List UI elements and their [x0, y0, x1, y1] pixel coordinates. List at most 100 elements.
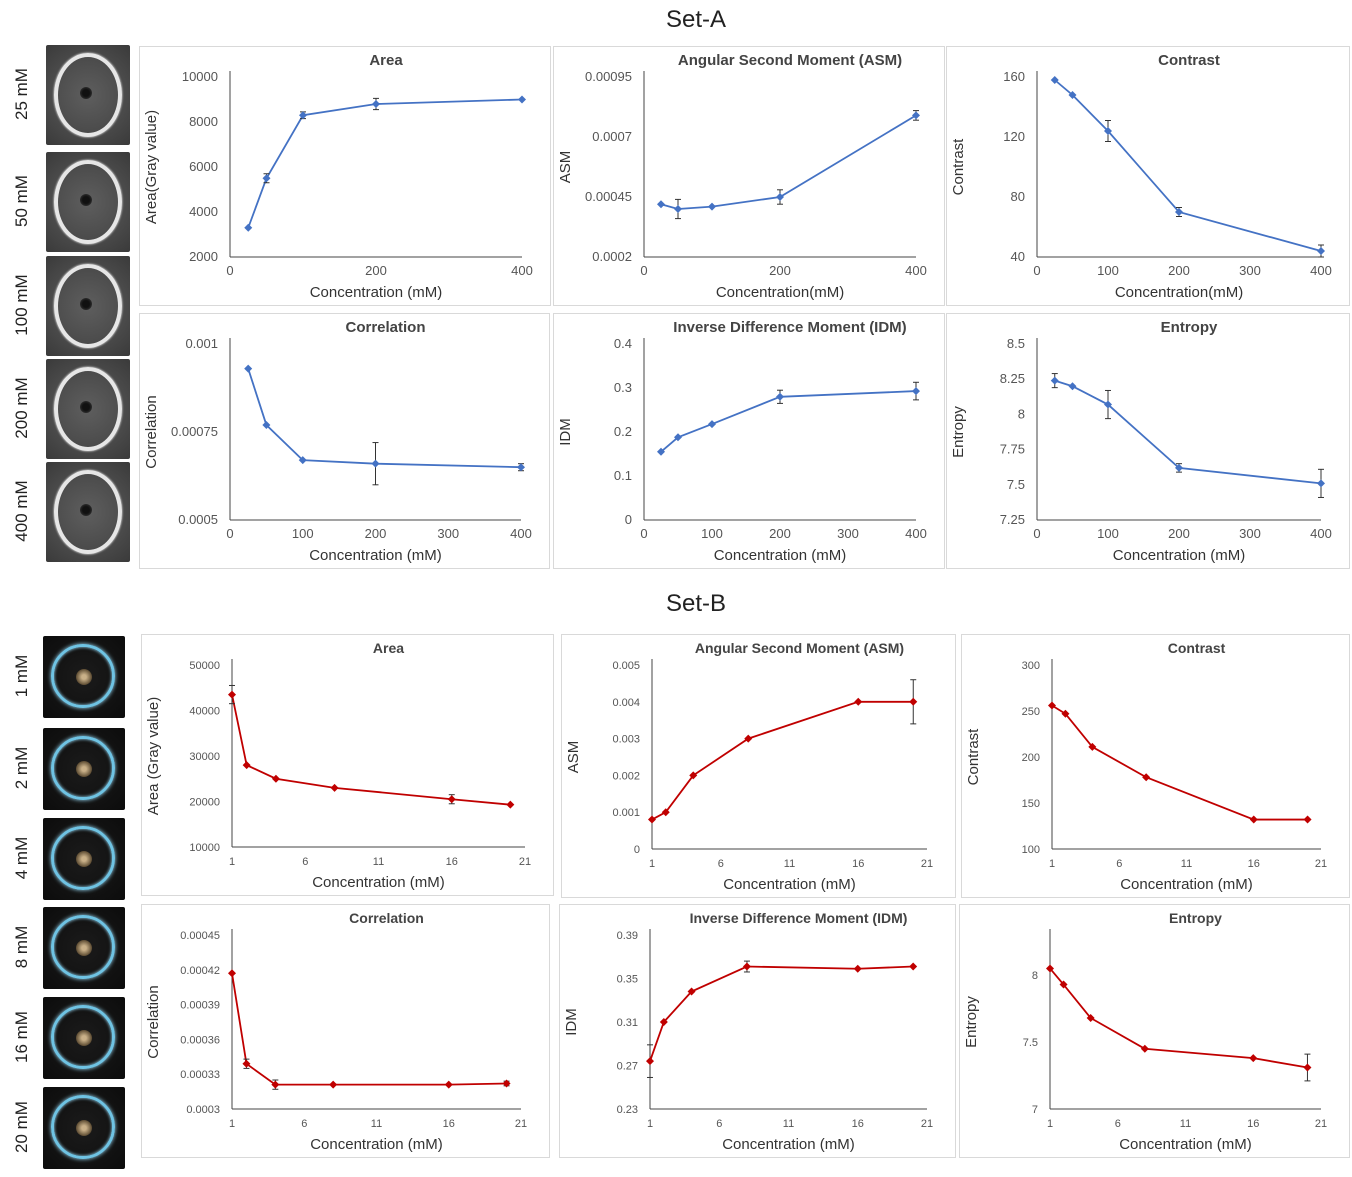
y-tick-label: 0.00095 [585, 69, 632, 84]
y-tick-label: 30000 [189, 751, 220, 763]
data-point [242, 1059, 251, 1068]
chart-svg: Inverse Difference Moment (IDM) 0 100 200 30… [557, 319, 927, 564]
data-point [1317, 247, 1325, 255]
x-tick-label: 400 [511, 263, 533, 278]
data-point [371, 459, 380, 468]
y-tick-label: 0.2 [614, 424, 632, 439]
chart-svg: Contrast 0 100 200 300 400 40 80 120 160 Concentra… [950, 52, 1332, 301]
y-axis-label: Correlation [145, 985, 162, 1058]
x-tick-label: 6 [301, 1118, 307, 1130]
y-axis-label: ASM [565, 741, 582, 774]
data-point [447, 795, 456, 804]
data-point [1303, 815, 1312, 824]
concentration-label: 4 mM [12, 836, 31, 880]
chart-panel: Area 0 200 400 2000 4000 6000 8000 10000 Concentr… [139, 46, 551, 306]
data-point [1088, 742, 1097, 751]
sample-image [46, 256, 130, 356]
data-point [1303, 1063, 1312, 1072]
data-point [1048, 701, 1056, 710]
sample-image [43, 1087, 125, 1169]
ring-shape [51, 1005, 115, 1069]
x-axis-label: Concentration (mM) [722, 1136, 855, 1153]
data-point [518, 95, 526, 104]
x-tick-label: 400 [905, 526, 927, 541]
x-tick-label: 0 [640, 526, 647, 541]
chart-svg: Angular Second Moment (ASM) 0 200 400 0.0002… [557, 52, 927, 301]
x-tick-label: 400 [905, 263, 927, 278]
sample-spot [76, 851, 92, 867]
chart-panel: Angular Second Moment (ASM) 0 200 400 0.0002… [553, 46, 945, 306]
data-point [1104, 127, 1112, 135]
y-tick-label: 0.00045 [585, 189, 632, 204]
x-tick-label: 0 [1033, 526, 1040, 541]
series-line [247, 368, 522, 469]
x-tick-label: 300 [1239, 263, 1261, 278]
x-tick-label: 300 [437, 526, 459, 541]
x-axis-label: Concentration(mM) [716, 284, 844, 301]
y-tick-label: 0.00075 [171, 424, 218, 439]
y-tick-label: 0.39 [617, 930, 638, 942]
data-point [661, 808, 670, 817]
sample-image [46, 359, 130, 459]
data-point [909, 962, 918, 971]
concentration-label: 1 mM [12, 654, 31, 698]
data-point [853, 964, 862, 973]
y-tick-label: 0.1 [614, 468, 632, 483]
x-tick-label: 200 [1168, 526, 1190, 541]
y-axis-label: IDM [557, 418, 574, 446]
data-point [1046, 964, 1054, 973]
data-point [271, 774, 280, 783]
data-point [1068, 91, 1077, 99]
series-line [649, 965, 914, 1062]
x-tick-label: 6 [302, 856, 308, 868]
data-point [262, 420, 271, 429]
x-tick-label: 200 [365, 526, 387, 541]
chart-title: Entropy [1169, 910, 1222, 926]
data-point [674, 205, 682, 213]
y-tick-label: 0.23 [617, 1104, 638, 1116]
chart-svg: Correlation 0 100 200 300 400 0.0005 0.00075 0.0… [143, 319, 532, 564]
chart-title: Angular Second Moment (ASM) [678, 52, 902, 69]
sample-spot [76, 1120, 92, 1136]
x-tick-label: 21 [1315, 1118, 1327, 1130]
data-point [299, 111, 307, 120]
chart-title: Contrast [1158, 52, 1220, 69]
data-point [329, 1080, 338, 1089]
data-point [1104, 400, 1112, 409]
chart-title: Contrast [1168, 640, 1226, 656]
y-tick-label: 0.001 [185, 336, 218, 351]
data-point [909, 697, 918, 706]
y-tick-label: 20000 [189, 797, 220, 809]
sample-spot [80, 298, 92, 310]
x-tick-label: 100 [292, 526, 314, 541]
data-point [1140, 1044, 1149, 1053]
y-tick-label: 7.25 [1000, 512, 1025, 527]
y-tick-label: 0.3 [614, 380, 632, 395]
chart-panel: Entropy 1 6 11 16 21 7 7.5 8 Concentration (mM) En… [959, 904, 1350, 1158]
y-tick-label: 4000 [189, 204, 218, 219]
sample-image [46, 152, 130, 252]
data-point [659, 1018, 668, 1026]
x-tick-label: 11 [1181, 858, 1192, 870]
y-axis-label: Contrast [965, 728, 982, 786]
x-tick-label: 1 [1049, 858, 1055, 870]
data-point [657, 200, 665, 209]
series-line [231, 973, 507, 1086]
y-tick-label: 0.0002 [592, 249, 632, 264]
x-tick-label: 0 [226, 526, 233, 541]
x-tick-label: 11 [783, 1118, 794, 1130]
chart-title: Inverse Difference Moment (IDM) [673, 319, 906, 336]
y-tick-label: 0.00033 [180, 1069, 220, 1081]
x-tick-label: 100 [1097, 263, 1119, 278]
y-axis-label: IDM [563, 1008, 580, 1036]
data-point [502, 1079, 511, 1088]
y-tick-label: 8.5 [1007, 336, 1025, 351]
y-tick-label: 2000 [189, 249, 218, 264]
y-tick-label: 120 [1003, 129, 1025, 144]
sample-spot [80, 504, 92, 516]
y-tick-label: 7.5 [1023, 1037, 1038, 1049]
x-tick-label: 200 [769, 263, 791, 278]
x-tick-label: 21 [519, 856, 531, 868]
data-point [744, 734, 753, 743]
